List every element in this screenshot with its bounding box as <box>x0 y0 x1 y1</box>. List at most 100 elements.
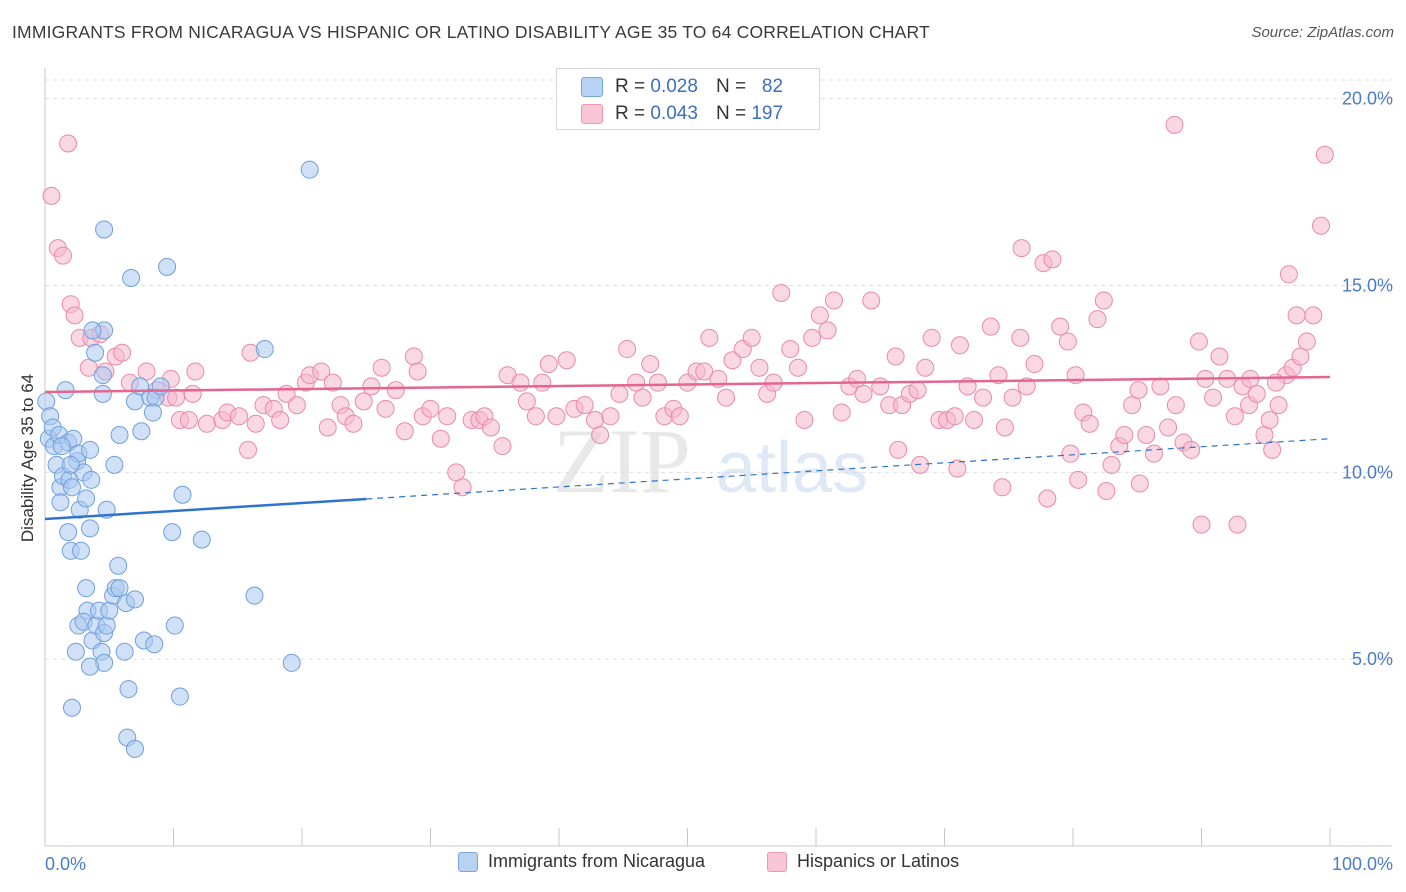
pink-point <box>511 373 530 392</box>
pink-point <box>431 429 450 448</box>
blue-point <box>282 653 301 672</box>
pink-point <box>750 358 769 377</box>
blue-point <box>122 269 141 288</box>
pink-point <box>781 340 800 359</box>
pink-point <box>438 407 457 426</box>
blue-trend-line <box>44 497 367 521</box>
stats-r-value: 0.028 <box>650 76 698 97</box>
pink-point <box>575 396 594 415</box>
blue-point <box>97 616 116 635</box>
blue-point <box>66 642 85 661</box>
pink-point <box>453 478 472 497</box>
blue-point <box>86 343 105 362</box>
pink-point <box>312 362 331 381</box>
pink-point <box>585 411 604 430</box>
blue-point <box>93 384 112 403</box>
pink-point <box>557 351 576 370</box>
pink-point <box>1123 396 1142 415</box>
pink-point <box>1051 317 1070 336</box>
blue-swatch <box>581 77 603 97</box>
pink-point <box>948 459 967 478</box>
blue-point <box>170 687 189 706</box>
pink-point <box>1312 216 1331 235</box>
pink-point <box>1011 328 1030 347</box>
pink-point <box>186 362 205 381</box>
blue-point <box>62 478 81 497</box>
pink-point <box>974 388 993 407</box>
stats-n-value: 82 <box>761 76 784 97</box>
x-tick-label: 100.0% <box>1332 854 1393 874</box>
blue-point <box>192 530 211 549</box>
pink-point <box>832 403 851 422</box>
pink-point <box>1297 332 1316 351</box>
pink-point <box>641 354 660 373</box>
pink-point <box>271 411 290 430</box>
pink-point <box>354 392 373 411</box>
stats-legend: R = 0.028 N = 82 R = 0.043 N = 197 <box>556 68 820 130</box>
blue-point <box>77 489 96 508</box>
pink-point <box>239 440 258 459</box>
pink-point <box>1225 407 1244 426</box>
pink-point <box>1210 347 1229 366</box>
blue-point <box>300 160 319 179</box>
pink-point <box>344 414 363 433</box>
pink-point <box>886 347 905 366</box>
pink-point <box>1080 414 1099 433</box>
pink-point <box>989 366 1008 385</box>
pink-point <box>1159 418 1178 437</box>
y-tick-label: 15.0% <box>1342 276 1393 296</box>
stats-r-label: R = <box>615 76 646 97</box>
pink-point <box>601 407 620 426</box>
pink-point <box>1115 425 1134 444</box>
blue-trend-extension <box>366 438 1331 500</box>
pink-point <box>1204 388 1223 407</box>
pink-trend-line <box>44 375 1331 394</box>
pink-point <box>533 373 552 392</box>
pink-point <box>889 440 908 459</box>
blue-point <box>125 739 144 758</box>
pink-point <box>854 384 873 403</box>
pink-point <box>700 328 719 347</box>
watermark-atlas: atlas <box>716 428 868 508</box>
blue-point <box>143 403 162 422</box>
watermark: ZIP atlas <box>553 410 868 512</box>
pink-point <box>318 418 337 437</box>
pink-point <box>376 399 395 418</box>
grid-layer <box>45 79 1392 660</box>
blue-point <box>83 321 102 340</box>
pink-point <box>42 186 61 205</box>
blue-point <box>245 586 264 605</box>
pink-point <box>137 362 156 381</box>
pink-point <box>1228 515 1247 534</box>
pink-point <box>1263 440 1282 459</box>
pink-point <box>810 306 829 325</box>
blue-point <box>62 698 81 717</box>
pink-point <box>648 373 667 392</box>
blue-point <box>80 519 99 538</box>
pink-point <box>421 399 440 418</box>
pink-point <box>547 407 566 426</box>
pink-point <box>618 340 637 359</box>
pink-point <box>824 291 843 310</box>
blue-point <box>119 680 138 699</box>
pink-point <box>717 388 736 407</box>
pink-point <box>183 384 202 403</box>
pink-swatch <box>581 104 603 124</box>
pink-point <box>1151 377 1170 396</box>
blue-point <box>80 657 99 676</box>
pink-point <box>1102 455 1121 474</box>
blue-point <box>80 440 99 459</box>
blue-points <box>37 160 319 758</box>
pink-swatch <box>767 851 787 872</box>
pink-point <box>633 388 652 407</box>
stats-r-label: R = <box>615 103 646 124</box>
pink-point <box>113 343 132 362</box>
pink-point <box>610 384 629 403</box>
pink-point <box>1260 411 1279 430</box>
pink-point <box>1003 388 1022 407</box>
pink-point <box>323 373 342 392</box>
blue-point <box>52 437 71 456</box>
stats-n-value: 197 <box>751 103 784 124</box>
pink-point <box>1061 444 1080 463</box>
bottom-legend: Immigrants from Nicaragua Hispanics or L… <box>0 851 1406 879</box>
